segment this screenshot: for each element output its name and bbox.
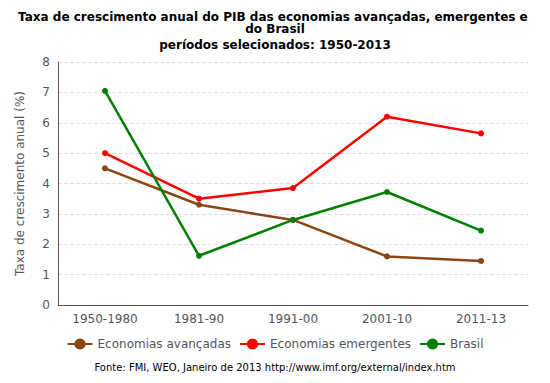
svg-text:Economias emergentes: Economias emergentes (270, 337, 411, 351)
svg-text:2001-10: 2001-10 (362, 312, 412, 326)
svg-text:Fonte: FMI, WEO, Janeiro de 20: Fonte: FMI, WEO, Janeiro de 2013 http://… (94, 362, 455, 373)
svg-text:1: 1 (42, 268, 50, 282)
svg-text:1981-90: 1981-90 (174, 312, 224, 326)
svg-text:1991-00: 1991-00 (268, 312, 318, 326)
svg-text:Taxa de crescimento anual do P: Taxa de crescimento anual do PIB das eco… (18, 10, 532, 24)
svg-text:Taxa de crescimento anual (%): Taxa de crescimento anual (%) (13, 91, 27, 277)
svg-text:3: 3 (42, 207, 50, 221)
svg-text:0: 0 (42, 298, 50, 312)
svg-text:do Brasil: do Brasil (245, 22, 305, 36)
svg-text:4: 4 (42, 177, 50, 191)
svg-text:Economias avançadas: Economias avançadas (98, 337, 232, 351)
svg-text:períodos selecionados: 1950-20: períodos selecionados: 1950-2013 (159, 38, 391, 52)
svg-text:8: 8 (42, 55, 50, 69)
svg-text:Brasil: Brasil (450, 337, 483, 351)
svg-text:5: 5 (42, 146, 50, 160)
svg-text:2: 2 (42, 237, 50, 251)
svg-text:2011-13: 2011-13 (456, 312, 506, 326)
svg-text:7: 7 (42, 85, 50, 99)
svg-text:1950-1980: 1950-1980 (72, 312, 137, 326)
svg-text:6: 6 (42, 116, 50, 130)
